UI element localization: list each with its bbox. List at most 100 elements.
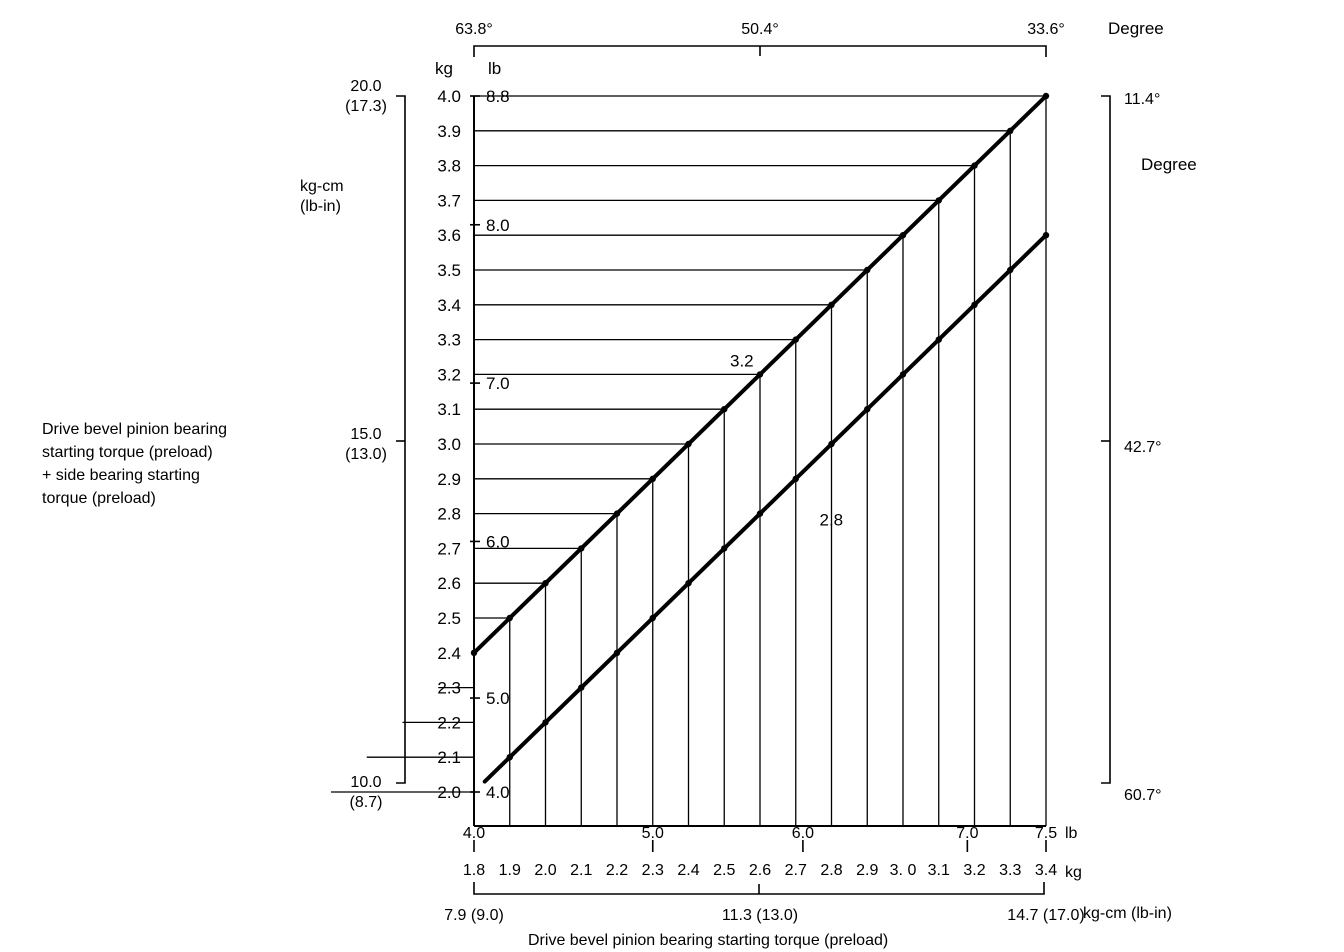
series-1-point bbox=[864, 266, 871, 274]
y-kg-tick-label: 4.0 bbox=[437, 87, 461, 106]
x-axis-title: Drive bevel pinion bearing starting torq… bbox=[528, 932, 888, 949]
x-lb-unit: lb bbox=[1065, 825, 1078, 842]
x-kgcm-tick-label: 11.3 (13.0) bbox=[722, 907, 798, 924]
series-1-point bbox=[971, 162, 978, 169]
tick-labels: 4.0 3.9 3.8 3.7 3.6 3.5 3.4 3.3 3.2 3.1 3.0 2.9 2.8 2… bbox=[345, 21, 1161, 924]
series-2-point bbox=[578, 684, 585, 691]
series-1-label: 3.2 bbox=[730, 351, 754, 370]
y-kg-tick-label: 2.7 bbox=[437, 539, 461, 558]
top-degree-unit: Degree bbox=[1108, 19, 1164, 38]
y-kg-tick-label: 3.1 bbox=[437, 400, 461, 419]
right-degree-tick-label: 60.7° bbox=[1124, 787, 1162, 804]
y-kg-tick-label: 3.6 bbox=[437, 226, 461, 245]
series-2-point bbox=[899, 371, 907, 378]
series-1-point bbox=[899, 232, 907, 239]
x-kg-tick-label: 3.2 bbox=[963, 862, 985, 879]
x-lb-tick-label: 4.0 bbox=[463, 825, 485, 842]
y-kg-tick-label: 2.9 bbox=[437, 470, 461, 489]
y-kg-tick-label: 3.3 bbox=[437, 331, 461, 350]
y-kg-tick-label: 3.8 bbox=[437, 157, 461, 176]
right-degree-unit: Degree bbox=[1141, 155, 1197, 174]
y-kg-tick-label: 2.0 bbox=[437, 783, 461, 802]
y-kg-tick-label: 2.2 bbox=[437, 713, 461, 732]
y-kg-tick-label: 3.7 bbox=[437, 191, 461, 210]
series-2-point bbox=[649, 614, 656, 622]
x-lb-tick-label: 5.0 bbox=[642, 825, 664, 842]
x-kg-tick-label: 1.9 bbox=[499, 862, 521, 879]
series-1-point bbox=[649, 475, 656, 482]
y-lb-tick-label: 7.0 bbox=[486, 374, 510, 393]
series-2-point bbox=[506, 754, 513, 761]
y-lb-tick-label: 4.0 bbox=[486, 783, 510, 802]
x-kg-tick-label: 3.4 bbox=[1035, 862, 1057, 879]
series-2-point bbox=[1042, 232, 1050, 239]
series-2-point bbox=[1007, 266, 1014, 274]
y-lb-tick-label: 5.0 bbox=[486, 689, 510, 708]
series-2-point bbox=[971, 301, 978, 308]
series-1-point bbox=[1042, 92, 1050, 100]
y-lb-tick-label: 6.0 bbox=[486, 532, 510, 551]
series-2-point bbox=[828, 440, 835, 448]
series-2-point bbox=[542, 719, 549, 726]
y-lb-unit: lb bbox=[488, 59, 501, 78]
x-kg-tick-label: 3.3 bbox=[999, 862, 1021, 879]
right-degree-bracket bbox=[1101, 95, 1111, 784]
series-1-point bbox=[756, 371, 764, 378]
y-kgcm-tick-label: 15.0 (13.0) bbox=[345, 426, 387, 463]
y-kg-tick-label: 3.9 bbox=[437, 122, 461, 141]
series-2-point bbox=[864, 406, 871, 413]
x-kg-tick-label: 2.7 bbox=[785, 862, 807, 879]
x-lb-tick-label: 7.0 bbox=[956, 825, 978, 842]
top-degree-tick-label: 63.8° bbox=[455, 21, 493, 38]
y-kg-unit: kg bbox=[435, 59, 453, 78]
x-kg-tick-label: 2.2 bbox=[606, 862, 628, 879]
series-1-point bbox=[792, 336, 799, 343]
y-kg-tick-label: 3.4 bbox=[437, 296, 461, 315]
x-kg-tick-label: 2.0 bbox=[534, 862, 556, 879]
series-1-point bbox=[828, 301, 835, 308]
x-kg-tick-label: 1.8 bbox=[463, 862, 485, 879]
x-kgcm-tick-label: 14.7 (17.0) bbox=[1007, 907, 1084, 924]
x-kg-tick-label: 2.1 bbox=[570, 862, 592, 879]
x-kg-tick-label: 2.5 bbox=[713, 862, 735, 879]
axis-labels: kg lb lb kg kg-cm (lb-in) Degree Degree … bbox=[42, 19, 1197, 949]
series-2-point bbox=[721, 545, 728, 552]
series-1-point bbox=[613, 510, 621, 517]
x-kg-tick-label: 3.1 bbox=[928, 862, 950, 879]
x-kgcm-unit: kg-cm (lb-in) bbox=[1083, 905, 1172, 922]
y-kg-tick-label: 3.5 bbox=[437, 261, 461, 280]
left-kgcm-bracket bbox=[396, 95, 406, 784]
series-lines: 3.2 2.8 bbox=[470, 92, 1050, 784]
y-kg-tick-label: 2.1 bbox=[437, 748, 461, 767]
right-degree-tick-label: 42.7° bbox=[1124, 439, 1162, 456]
y-axis-title: Drive bevel pinion bearing starting torqu… bbox=[42, 421, 227, 507]
series-2-point bbox=[613, 649, 621, 656]
scale-brackets bbox=[396, 45, 1111, 895]
series-1-point bbox=[1007, 127, 1014, 134]
x-lb-tick-label: 6.0 bbox=[792, 825, 814, 842]
series-2-label: 2.8 bbox=[820, 511, 844, 530]
x-lb-tick-label: 7.5 bbox=[1035, 825, 1057, 842]
series-2-point bbox=[685, 580, 692, 587]
y-lb-tick-label: 8.0 bbox=[486, 216, 510, 235]
axes bbox=[473, 96, 1046, 827]
y-lb-tick-label: 8.8 bbox=[486, 87, 510, 106]
x-kg-tick-label: 2.6 bbox=[749, 862, 771, 879]
y-kgcm-tick-label: 10.0 (8.7) bbox=[350, 774, 383, 811]
series-1-point bbox=[721, 406, 728, 413]
x-kg-tick-label: 3. 0 bbox=[890, 862, 917, 879]
y-kg-tick-label: 2.5 bbox=[437, 609, 461, 628]
top-degree-tick-label: 50.4° bbox=[741, 21, 779, 38]
top-degree-tick-label: 33.6° bbox=[1027, 21, 1065, 38]
right-degree-tick-label: 11.4° bbox=[1124, 91, 1160, 108]
y-kgcm-tick-label: 20.0 (17.3) bbox=[345, 78, 387, 115]
series-1-point bbox=[578, 545, 585, 552]
series-1-point bbox=[685, 440, 692, 448]
x-kg-tick-label: 2.9 bbox=[856, 862, 878, 879]
y-kgcm-unit: kg-cm (lb-in) bbox=[300, 178, 344, 215]
y-kg-tick-label: 2.4 bbox=[437, 644, 461, 663]
series-2-point bbox=[935, 336, 942, 343]
series-2-point bbox=[792, 475, 799, 482]
grid-lines bbox=[331, 95, 1047, 826]
